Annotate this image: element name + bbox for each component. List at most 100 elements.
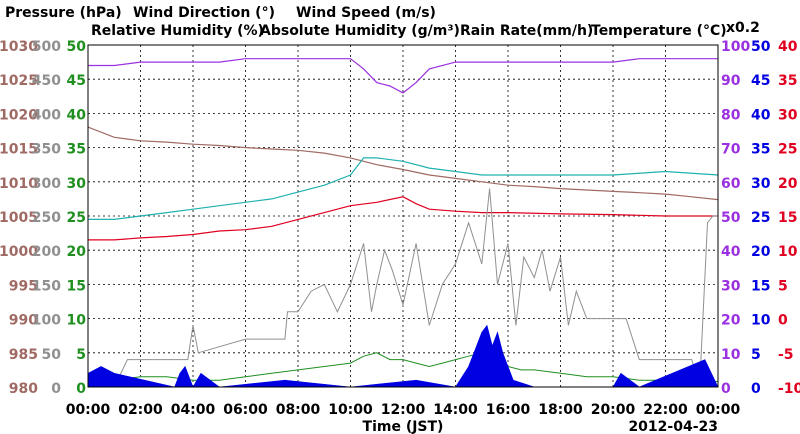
wind-speed-tick-label: 20 <box>67 244 87 260</box>
legend-pressure: Pressure (hPa) <box>5 5 122 21</box>
wind-direction-tick-label: 400 <box>32 107 61 123</box>
rain-rate-tick-label: 45 <box>751 73 770 89</box>
legend-multiplier: x0.2 <box>726 20 760 36</box>
x-tick-label: 16:00 <box>486 402 531 418</box>
legend-absolute-humidity: Absolute Humidity (g/m³) <box>260 23 460 39</box>
rain-rate-tick-label: 20 <box>751 244 771 260</box>
wind-speed-tick-label: 25 <box>67 210 86 226</box>
temperature-tick-label: 25 <box>778 142 797 158</box>
temperature-tick-label: 0 <box>778 313 788 329</box>
pressure-tick-label: 995 <box>9 278 38 294</box>
humidity-tick-label: 80 <box>721 107 741 123</box>
series-wind-direction <box>88 188 718 388</box>
humidity-tick-label: 90 <box>721 73 741 89</box>
legend-wind-direction: Wind Direction (°) <box>133 5 275 21</box>
wind-direction-tick-label: 50 <box>42 347 62 363</box>
wind-speed-tick-label: 0 <box>76 381 86 397</box>
wind-direction-tick-label: 100 <box>32 313 61 329</box>
humidity-tick-label: 10 <box>721 347 741 363</box>
rain-rate-tick-label: 50 <box>751 39 771 55</box>
legend: Pressure (hPa) Wind Direction (°) Wind S… <box>5 5 760 39</box>
plot-area <box>87 58 719 388</box>
wind-direction-tick-label: 250 <box>32 210 61 226</box>
temperature-tick-label: 20 <box>778 176 798 192</box>
wind-speed-tick-label: 35 <box>67 142 86 158</box>
humidity-tick-label: 40 <box>721 244 741 260</box>
series-pressure <box>87 126 719 201</box>
temperature-tick-label: -10 <box>778 381 800 397</box>
series-wind-speed <box>88 352 718 382</box>
wind-speed-tick-label: 15 <box>67 278 86 294</box>
date-label: 2012-04-23 <box>628 419 718 434</box>
humidity-tick-label: 70 <box>721 142 741 158</box>
x-tick-label: 20:00 <box>591 402 636 418</box>
temperature-tick-label: 15 <box>778 210 797 226</box>
humidity-tick-label: 0 <box>721 381 731 397</box>
wind-direction-tick-label: 0 <box>51 381 61 397</box>
temperature-tick-label: -5 <box>778 347 794 363</box>
wind-direction-tick-label: 150 <box>32 278 61 294</box>
temperature-tick-label: 5 <box>778 278 788 294</box>
wind-direction-tick-label: 450 <box>32 73 61 89</box>
temperature-tick-label: 30 <box>778 107 798 123</box>
legend-wind-speed: Wind Speed (m/s) <box>296 5 436 21</box>
x-tick-label: 00:00 <box>66 402 111 418</box>
pressure-tick-label: 980 <box>9 381 38 397</box>
humidity-tick-label: 20 <box>721 313 741 329</box>
rain-rate-tick-label: 35 <box>751 142 770 158</box>
rain-rate-tick-label: 5 <box>751 347 761 363</box>
series-temperature <box>88 196 718 241</box>
series-humidity-absolute <box>88 157 719 220</box>
x-tick-label: 04:00 <box>171 402 216 418</box>
wind-speed-tick-label: 45 <box>67 73 86 89</box>
pressure-tick-label: 1010 <box>0 176 38 192</box>
x-tick-label: 08:00 <box>276 402 321 418</box>
wind-direction-tick-label: 350 <box>32 142 61 158</box>
pressure-tick-label: 1005 <box>0 210 38 226</box>
axes: 9809859909951000100510101015102010251030… <box>0 39 800 397</box>
x-tick-label: 02:00 <box>118 402 163 418</box>
series-humidity <box>88 58 718 94</box>
pressure-tick-label: 990 <box>9 313 38 329</box>
temperature-tick-label: 40 <box>778 39 798 55</box>
humidity-tick-label: 30 <box>721 278 741 294</box>
x-axis: 00:00 02:00 04:00 06:00 08:00 10:00 12:00 14:00… <box>66 402 741 418</box>
wind-speed-tick-label: 40 <box>67 107 87 123</box>
wind-speed-tick-label: 10 <box>67 313 87 329</box>
rain-rate-tick-label: 25 <box>751 210 770 226</box>
rain-rate-tick-label: 40 <box>751 107 771 123</box>
legend-rain-rate: Rain Rate(mm/h) <box>460 23 593 39</box>
pressure-tick-label: 1000 <box>0 244 38 260</box>
wind-direction-tick-label: 300 <box>32 176 61 192</box>
x-tick-label: 00:00 <box>696 402 741 418</box>
legend-temperature: Temperature (°C) <box>591 23 727 39</box>
wind-speed-tick-label: 5 <box>76 347 86 363</box>
wind-speed-tick-label: 30 <box>67 176 87 192</box>
rain-rate-tick-label: 10 <box>751 313 771 329</box>
wind-direction-tick-label: 500 <box>32 39 61 55</box>
pressure-tick-label: 1015 <box>0 142 38 158</box>
x-axis-label: Time (JST) <box>363 419 444 434</box>
x-tick-label: 12:00 <box>381 402 426 418</box>
humidity-tick-label: 60 <box>721 176 741 192</box>
pressure-tick-label: 1030 <box>0 39 38 55</box>
x-tick-label: 14:00 <box>433 402 478 418</box>
rain-rate-tick-label: 15 <box>751 278 770 294</box>
pressure-tick-label: 1025 <box>0 73 38 89</box>
rain-rate-tick-label: 30 <box>751 176 771 192</box>
wind-speed-tick-label: 50 <box>67 39 87 55</box>
x-tick-label: 22:00 <box>643 402 688 418</box>
legend-relative-humidity: Relative Humidity (%) <box>91 23 264 39</box>
temperature-tick-label: 10 <box>778 244 798 260</box>
x-tick-label: 06:00 <box>223 402 268 418</box>
x-tick-label: 18:00 <box>538 402 583 418</box>
plot-frame <box>87 44 719 388</box>
humidity-tick-label: 100 <box>721 39 750 55</box>
pressure-tick-label: 985 <box>9 347 38 363</box>
wind-direction-tick-label: 200 <box>32 244 61 260</box>
x-tick-label: 10:00 <box>328 402 373 418</box>
humidity-tick-label: 50 <box>721 210 741 226</box>
rain-rate-tick-label: 0 <box>751 381 761 397</box>
temperature-tick-label: 35 <box>778 73 797 89</box>
